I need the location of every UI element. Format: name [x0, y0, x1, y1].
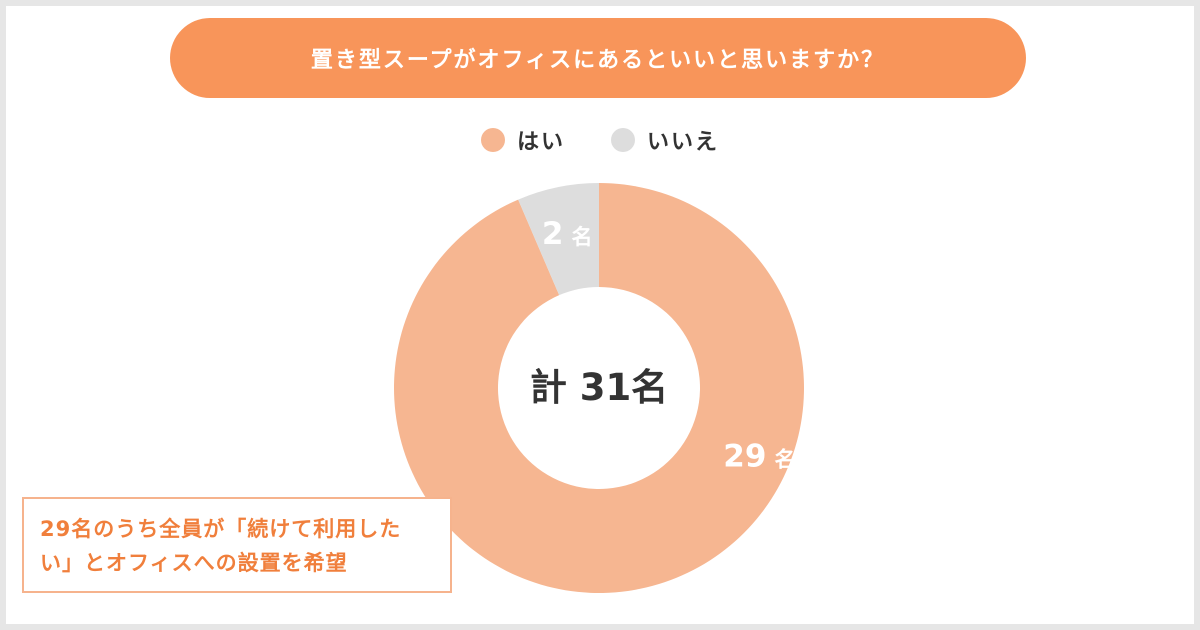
- slice-label-yes: 29 名: [723, 438, 795, 474]
- callout-box: 29名のうち全員が「続けて利用した い」とオフィスへの設置を希望: [22, 497, 452, 593]
- legend-swatch-no: [611, 128, 635, 152]
- chart-title: 置き型スープがオフィスにあるといいと思いますか？: [310, 48, 886, 73]
- legend-item-yes: はい: [480, 124, 565, 156]
- chart-legend: はい いいえ: [0, 124, 1200, 156]
- callout-line-2: い」とオフィスへの設置を希望: [40, 551, 348, 575]
- legend-swatch-yes: [480, 128, 505, 152]
- slice-labels: 29 名 2 名: [542, 216, 796, 474]
- legend-label-yes: はい: [516, 130, 565, 155]
- donut-slice-yes: [394, 183, 805, 593]
- donut-center-label: 計 31名: [530, 366, 668, 409]
- callout-line-1: 29名のうち全員が「続けて利用した: [40, 517, 402, 541]
- legend-label-no: いいえ: [647, 130, 720, 155]
- donut-slices: [394, 183, 805, 593]
- legend-item-no: いいえ: [611, 124, 719, 156]
- donut-slice-no: [518, 183, 599, 296]
- chart-title-banner: 置き型スープがオフィスにあるといいと思いますか？: [170, 18, 1026, 98]
